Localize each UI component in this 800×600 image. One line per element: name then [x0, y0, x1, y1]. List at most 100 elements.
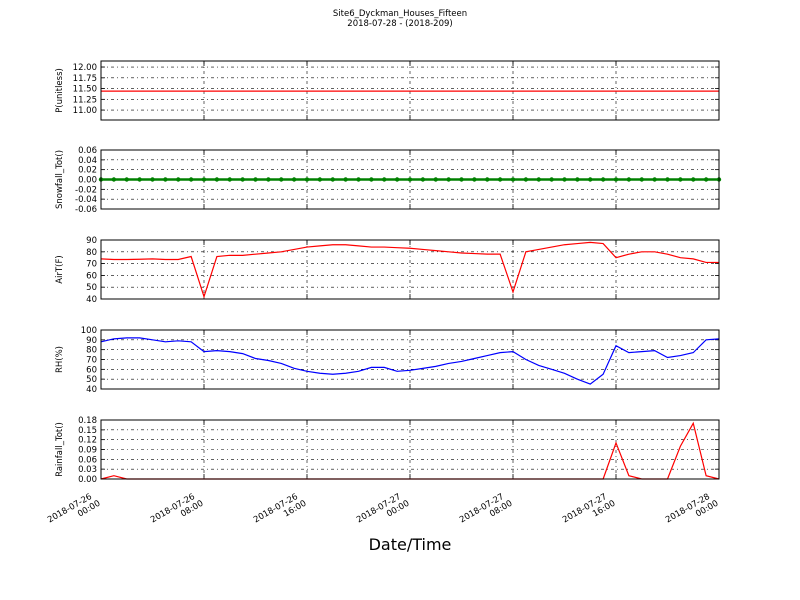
- data-point: [137, 177, 142, 182]
- data-point: [536, 177, 541, 182]
- data-point: [613, 177, 619, 182]
- plot-frame: [100, 329, 720, 390]
- data-point: [652, 177, 657, 182]
- data-point: [188, 177, 194, 182]
- data-point: [343, 177, 348, 182]
- y-tick-label: 0.02: [78, 166, 97, 176]
- y-tick-label: 11.00: [73, 106, 97, 116]
- x-tick-label: 2018-07-2708:00: [458, 490, 514, 534]
- x-axis-label: Date/Time: [369, 535, 452, 554]
- y-tick-label: -0.02: [75, 185, 97, 195]
- data-point: [407, 177, 413, 182]
- plot-frame: [100, 60, 720, 121]
- plot-frame: [100, 149, 720, 210]
- data-point: [369, 177, 374, 182]
- data-point: [485, 177, 490, 182]
- y-tick-label: 0.06: [78, 146, 97, 156]
- data-point: [124, 177, 129, 182]
- data-point: [626, 177, 632, 182]
- y-tick-label: 0.00: [78, 176, 97, 186]
- data-point: [291, 177, 297, 182]
- figure-title: Site6_Dyckman_Houses_Fifteen: [333, 9, 467, 19]
- y-tick-label: 70: [86, 356, 97, 366]
- y-axis-label: Rainfall_Tot(): [55, 422, 65, 477]
- data-line: [100, 241, 719, 299]
- x-tick-label: 2018-07-2608:00: [149, 490, 205, 534]
- y-tick-label: 60: [86, 271, 97, 281]
- y-axis-label: Snowfall_Tot(): [55, 150, 65, 209]
- data-point: [163, 177, 168, 182]
- data-point: [279, 177, 284, 182]
- data-point: [472, 177, 477, 182]
- data-point: [678, 177, 683, 182]
- data-point: [588, 177, 593, 182]
- y-tick-label: 12.00: [73, 63, 97, 73]
- data-point: [356, 177, 361, 182]
- data-point: [600, 177, 606, 182]
- data-point: [240, 177, 245, 182]
- y-tick-label: 90: [86, 236, 97, 246]
- data-point: [176, 177, 181, 182]
- data-point: [304, 177, 310, 182]
- data-point: [691, 177, 696, 182]
- y-tick-label: 80: [86, 346, 97, 356]
- y-tick-label: 0.00: [78, 475, 97, 485]
- y-tick-label: 90: [86, 336, 97, 346]
- data-point: [214, 177, 220, 182]
- x-tick-label: 2018-07-2616:00: [252, 490, 308, 534]
- data-point: [382, 177, 387, 182]
- y-tick-label: -0.04: [75, 195, 97, 205]
- y-tick-label: 0.18: [78, 416, 97, 426]
- x-tick-label: 2018-07-2700:00: [355, 490, 411, 534]
- y-tick-label: 0.06: [78, 455, 97, 465]
- x-tick-label: 2018-07-2600:00: [46, 490, 102, 534]
- y-tick-label: 70: [86, 260, 97, 270]
- y-tick-label: 100: [81, 326, 97, 336]
- y-tick-label: 50: [86, 283, 97, 293]
- x-tick-label: 2018-07-2800:00: [664, 490, 720, 534]
- y-tick-label: -0.06: [75, 205, 97, 215]
- x-tick-label: 2018-07-2716:00: [561, 490, 617, 534]
- y-tick-label: 60: [86, 365, 97, 375]
- data-point: [201, 177, 207, 182]
- figure-subtitle: 2018-07-28 - (2018-209): [347, 19, 452, 29]
- plot-frame: [100, 239, 720, 300]
- y-axis-label: RH(%): [55, 346, 65, 373]
- data-point: [523, 177, 529, 182]
- data-point: [549, 177, 554, 182]
- data-point: [459, 177, 464, 182]
- y-tick-label: 0.09: [78, 446, 97, 456]
- y-axis-label: AirT(F): [55, 255, 65, 283]
- plot-frame: [100, 419, 720, 480]
- data-point: [253, 177, 258, 182]
- data-point: [394, 177, 400, 182]
- y-tick-label: 11.75: [73, 74, 97, 84]
- y-tick-label: 80: [86, 248, 97, 258]
- data-point: [446, 177, 451, 182]
- data-point: [497, 177, 503, 182]
- data-point: [433, 177, 438, 182]
- y-tick-label: 0.03: [78, 465, 97, 475]
- y-tick-label: 0.04: [78, 156, 97, 166]
- data-point: [562, 177, 567, 182]
- data-line: [100, 337, 720, 385]
- y-tick-label: 11.25: [73, 95, 97, 105]
- y-tick-label: 11.50: [73, 85, 97, 95]
- y-axis-label: P(unitless): [55, 68, 65, 113]
- data-point: [330, 177, 335, 182]
- y-tick-label: 40: [86, 295, 97, 305]
- data-point: [575, 177, 580, 182]
- y-tick-label: 40: [86, 385, 97, 395]
- data-point: [665, 177, 670, 182]
- data-point: [111, 177, 117, 182]
- data-point: [317, 177, 323, 182]
- data-point: [510, 177, 516, 182]
- data-point: [639, 177, 644, 182]
- data-point: [420, 177, 426, 182]
- y-tick-label: 50: [86, 375, 97, 385]
- data-point: [227, 177, 232, 182]
- data-point: [266, 177, 271, 182]
- data-point: [150, 177, 155, 182]
- y-tick-label: 0.15: [78, 426, 97, 436]
